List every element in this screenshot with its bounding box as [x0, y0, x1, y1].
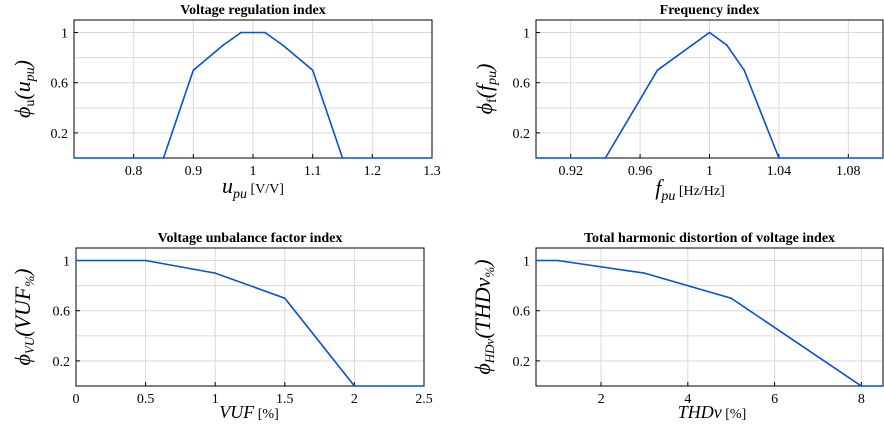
x-tick-label: 1.2: [364, 164, 382, 179]
x-tick-label: 0.8: [125, 164, 143, 179]
svg-text:ϕHDv(THDv%): ϕHDv(THDv%): [470, 259, 497, 374]
data-point: [222, 44, 224, 46]
y-tick-label: 1: [523, 27, 530, 42]
data-point: [882, 157, 884, 159]
chart-title: Voltage regulation index: [180, 3, 325, 18]
data-point: [556, 259, 559, 262]
x-tick-label: 0: [73, 392, 80, 407]
data-point: [882, 385, 884, 387]
x-axis-label: fpu [Hz/Hz]: [655, 175, 725, 204]
data-point: [73, 157, 75, 159]
x-tick-label: 1.04: [767, 164, 792, 179]
x-tick-label: 0.92: [558, 164, 583, 179]
y-tick-label: 1: [63, 255, 70, 270]
data-point: [282, 44, 284, 46]
x-tick-label: 1: [250, 164, 257, 179]
x-tick-label: 1.3: [423, 164, 441, 179]
x-tick-label: 1.5: [276, 392, 294, 407]
y-tick-label: 1: [523, 255, 530, 270]
x-tick-label: 1.08: [836, 164, 861, 179]
y-tick-label: 0.6: [513, 77, 531, 92]
data-point: [643, 272, 646, 274]
y-tick-label: 0.6: [51, 77, 69, 92]
voltage-unbalance-panel: Voltage unbalance factor index ϕVU(VUF%)…: [10, 231, 433, 422]
plot-frame: [535, 247, 884, 387]
data-point: [431, 157, 433, 159]
y-tick-label: 0.2: [513, 355, 531, 370]
x-tick-label: 1: [212, 392, 219, 407]
y-tick-label: 0.6: [513, 305, 531, 320]
y-tick-label: 0.2: [513, 127, 531, 142]
x-axis-label: VUF [%]: [219, 402, 279, 422]
thd-voltage-panel: Total harmonic distortion of voltage ind…: [470, 231, 884, 422]
series-line: [74, 31, 432, 159]
data-point: [214, 272, 216, 274]
x-tick-label: 0.9: [185, 164, 203, 179]
data-point: [192, 69, 195, 71]
x-tick-label: 2: [351, 392, 358, 407]
x-tick-label: 8: [858, 392, 865, 407]
data-point: [144, 259, 147, 262]
series-line: [536, 31, 883, 159]
data-point: [284, 297, 286, 299]
x-axis-label: THDv [%]: [678, 402, 747, 422]
x-tick-label: 1: [706, 164, 713, 179]
x-tick-label: 6: [771, 392, 778, 407]
y-axis-label: ϕu(upu): [10, 60, 38, 118]
svg-text:ϕVU(VUF%): ϕVU(VUF%): [10, 269, 37, 366]
data-point: [860, 385, 863, 387]
x-tick-label: 0.96: [628, 164, 653, 179]
series-line: [536, 259, 883, 387]
x-tick-label: 1.1: [304, 164, 322, 179]
chart-title: Voltage unbalance factor index: [158, 231, 343, 246]
data-point: [730, 297, 732, 299]
data-point: [535, 157, 537, 159]
series-line: [76, 259, 424, 387]
y-tick-label: 0.2: [53, 355, 71, 370]
y-tick-label: 1: [61, 27, 68, 42]
voltage-regulation-panel: Voltage regulation index ϕu(upu) upu [V/…: [10, 3, 441, 202]
svg-text:fpu [Hz/Hz]: fpu [Hz/Hz]: [655, 175, 725, 204]
data-point: [75, 259, 77, 262]
frequency-panel: Frequency index ϕf(fpu) fpu [Hz/Hz] 0.92…: [472, 3, 884, 204]
data-point: [743, 69, 745, 71]
data-point: [353, 385, 356, 387]
chart-title: Total harmonic distortion of voltage ind…: [584, 231, 835, 246]
data-point: [311, 69, 314, 71]
x-tick-label: 2: [598, 392, 605, 407]
y-axis-label: ϕVU(VUF%): [10, 269, 37, 366]
plot-frame: [75, 247, 425, 387]
data-point: [778, 157, 780, 159]
data-point: [535, 259, 537, 262]
y-tick-label: 0.6: [53, 305, 71, 320]
data-point: [656, 69, 659, 71]
data-point: [240, 31, 242, 34]
x-tick-label: 4: [684, 392, 691, 407]
svg-text:THDv [%]: THDv [%]: [678, 402, 747, 422]
chart-title: Frequency index: [660, 3, 760, 18]
data-point: [604, 157, 607, 159]
data-point: [341, 157, 344, 159]
y-axis-label: ϕHDv(THDv%): [470, 259, 497, 374]
data-point: [726, 44, 728, 46]
x-tick-label: 2.5: [415, 392, 433, 407]
svg-text:ϕf(fpu): ϕf(fpu): [472, 64, 500, 115]
svg-text:VUF [%]: VUF [%]: [219, 402, 279, 422]
x-tick-label: 0.5: [137, 392, 155, 407]
y-axis-label: ϕf(fpu): [472, 64, 500, 115]
data-point: [423, 385, 425, 387]
data-point: [264, 31, 266, 34]
y-tick-label: 0.2: [51, 127, 69, 142]
data-point: [162, 157, 165, 159]
svg-text:ϕu(upu): ϕu(upu): [10, 60, 38, 118]
data-point: [708, 31, 711, 34]
